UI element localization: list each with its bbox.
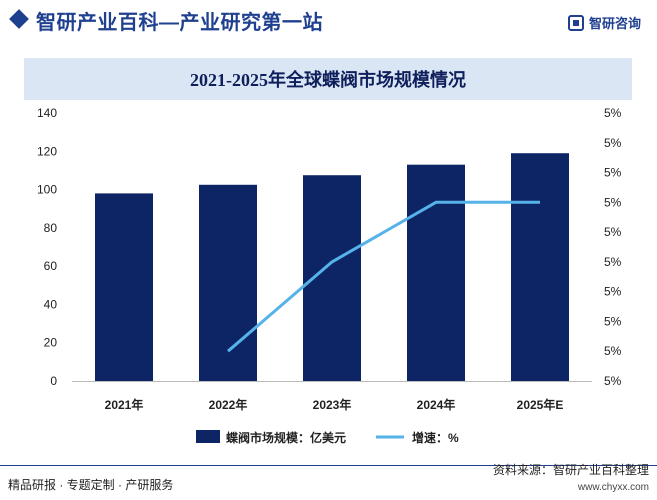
footer-tagline: 精品研报 · 专题定制 · 产研服务 (8, 478, 174, 492)
x-tick-label: 2021年 (105, 397, 144, 412)
y-left-tick-label: 60 (44, 259, 58, 273)
y-left-tick-label: 100 (37, 183, 57, 197)
legend-bar-swatch (196, 430, 220, 443)
y-right-tick-label: 5% (604, 344, 622, 358)
footer-url[interactable]: www.chyxx.com (577, 482, 649, 493)
page-title: 智研产业百科—产业研究第一站 (36, 12, 323, 34)
footer-source: 资料来源：智研产业百科整理 (492, 463, 649, 477)
chart-title: 2021-2025年全球蝶阀市场规模情况 (190, 70, 466, 90)
y-right-tick-label: 5% (604, 314, 622, 328)
legend-bar-label: 蝶阀市场规模：亿美元 (226, 430, 346, 445)
x-tick-label: 2022年 (209, 397, 248, 412)
x-tick-label: 2024年 (417, 397, 456, 412)
y-right-tick-label: 5% (604, 285, 622, 299)
logo-text: 智研咨询 (588, 16, 641, 31)
growth-line (227, 200, 540, 353)
y-right-tick-label: 5% (604, 166, 622, 180)
y-left-tick-label: 40 (44, 297, 58, 311)
y-left-tick-label: 120 (37, 144, 57, 158)
y-right-tick-label: 5% (604, 136, 622, 150)
legend-line-label: 增速：% (412, 430, 459, 445)
y-right-tick-label: 5% (604, 374, 622, 388)
diamond-icon (9, 9, 29, 29)
bar (511, 153, 569, 381)
x-tick-label: 2025年E (517, 397, 564, 412)
zhiyan-logo-icon (567, 14, 584, 31)
y-right-tick-label: 5% (604, 106, 622, 120)
y-right-tick-label: 5% (604, 225, 622, 239)
chart-title-bar: 2021-2025年全球蝶阀市场规模情况 (24, 58, 632, 100)
y-left-tick-label: 20 (44, 336, 58, 350)
page-header: 智研产业百科—产业研究第一站 智研咨询 (0, 0, 657, 46)
y-left-tick-label: 140 (37, 106, 57, 120)
brand-logo[interactable]: 智研咨询 (567, 13, 641, 32)
bar (199, 184, 257, 381)
footer-source-block: 资料来源：智研产业百科整理 www.chyxx.com (493, 461, 649, 493)
chart-svg: 0 20 40 60 80 100 120 140 5% 5% 5% 5% 5% 5% 5% 5% 5% 5% 20… (37, 106, 622, 445)
y-left-tick-label: 80 (44, 221, 58, 235)
y-right-tick-label: 5% (604, 195, 622, 209)
footer-divider (0, 465, 657, 466)
bar (95, 193, 153, 381)
bar (407, 164, 465, 381)
y-right-tick-label: 5% (604, 255, 622, 269)
y-left-tick-label: 0 (50, 374, 57, 388)
x-tick-label: 2023年 (313, 397, 352, 412)
